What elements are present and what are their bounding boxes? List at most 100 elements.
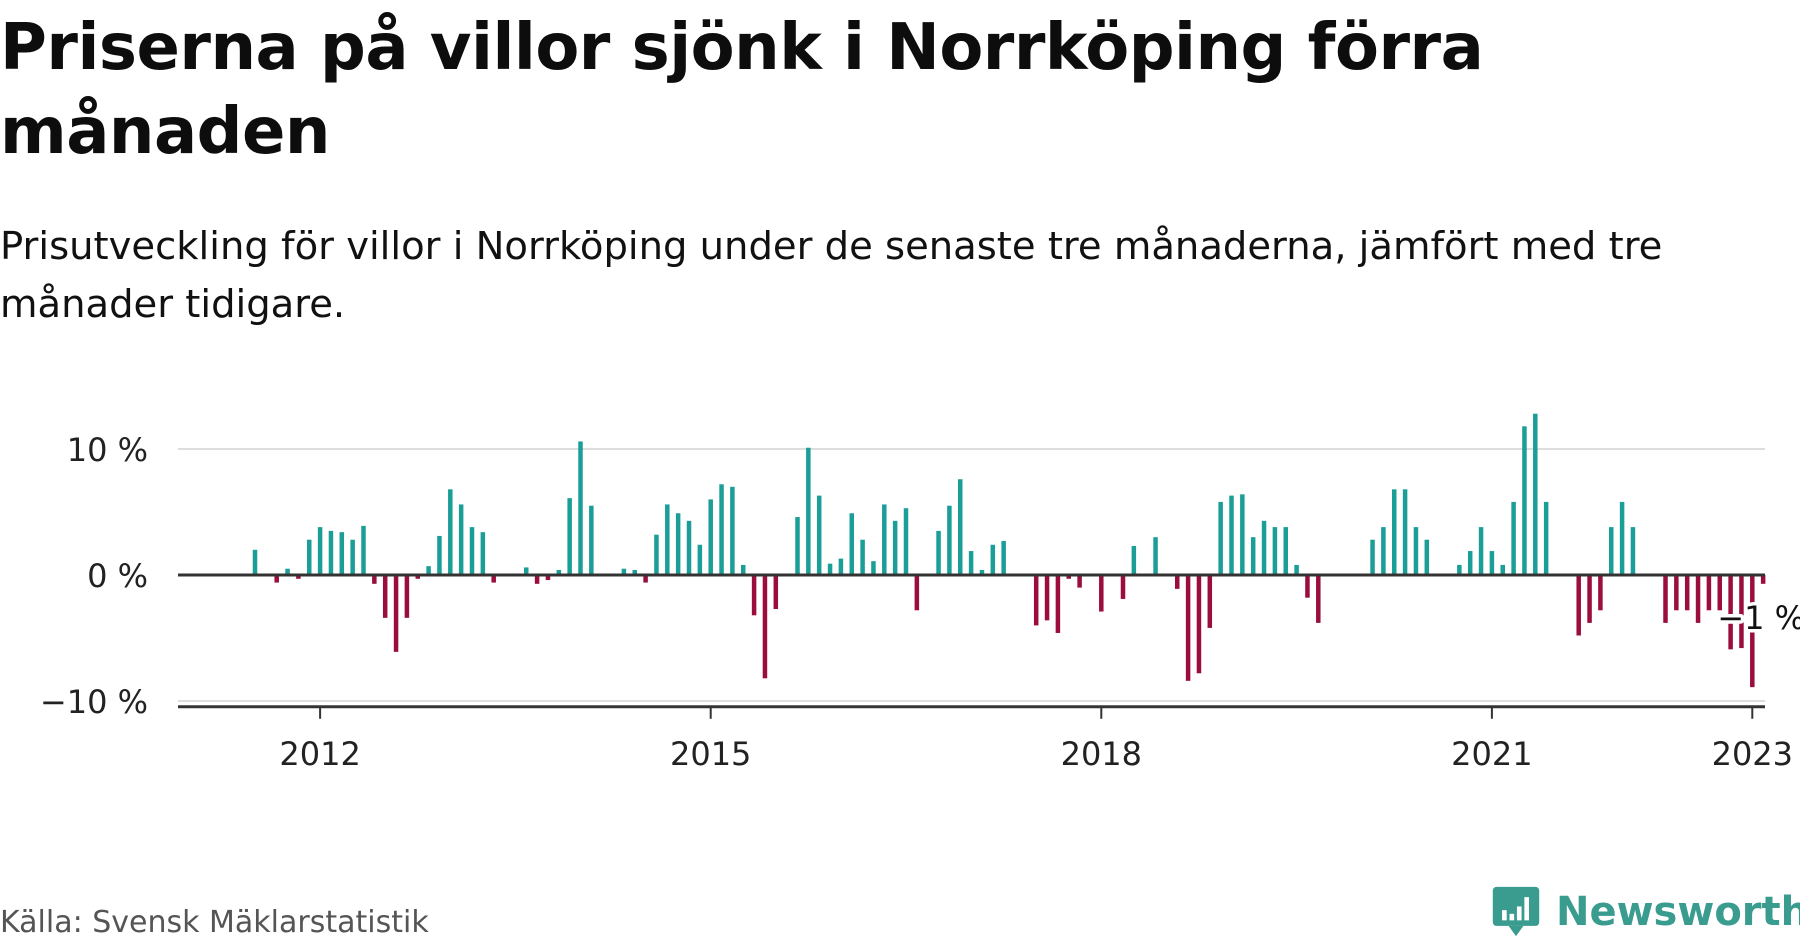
bar-positive bbox=[838, 558, 844, 575]
y-tick-label: 0 % bbox=[87, 557, 148, 595]
bar-positive bbox=[1153, 537, 1158, 575]
bar-positive bbox=[1131, 546, 1137, 575]
bar-negative bbox=[1305, 575, 1310, 598]
bar-positive bbox=[708, 499, 713, 575]
bar-positive bbox=[350, 539, 355, 575]
bar-positive bbox=[1630, 527, 1636, 575]
bar-negative bbox=[914, 575, 920, 611]
bar-positive bbox=[1250, 537, 1256, 575]
bar-negative bbox=[1175, 575, 1180, 589]
bar-negative bbox=[1207, 575, 1213, 628]
bar-positive bbox=[307, 539, 312, 575]
bar-positive bbox=[448, 489, 453, 575]
bar-negative bbox=[1684, 575, 1690, 611]
bar-negative bbox=[1099, 575, 1104, 612]
x-tick-label: 2015 bbox=[670, 735, 751, 773]
bar-positive bbox=[979, 569, 985, 575]
bar-positive bbox=[892, 520, 898, 575]
bar-positive bbox=[730, 486, 735, 575]
bar-negative bbox=[1077, 575, 1082, 588]
bar-positive bbox=[1543, 501, 1549, 575]
bar-positive bbox=[578, 441, 583, 575]
bar-negative bbox=[1196, 575, 1202, 674]
bar-negative bbox=[773, 575, 779, 610]
bar-positive bbox=[1424, 539, 1430, 575]
bar-positive bbox=[860, 539, 865, 575]
bar-positive bbox=[285, 568, 290, 575]
bar-positive bbox=[469, 527, 475, 575]
bar-negative bbox=[1739, 575, 1744, 649]
x-tick-label: 2021 bbox=[1451, 735, 1532, 773]
bar-positive bbox=[795, 517, 800, 575]
bar-positive bbox=[686, 520, 692, 575]
bar-positive bbox=[1229, 495, 1234, 575]
bar-positive bbox=[936, 530, 941, 575]
bar-positive bbox=[1500, 564, 1505, 575]
bar-negative bbox=[751, 575, 757, 616]
bar-positive bbox=[252, 549, 258, 575]
bar-negative bbox=[1728, 575, 1733, 650]
bar-negative bbox=[1663, 575, 1668, 623]
bar-positive bbox=[719, 484, 724, 575]
bar-positive bbox=[675, 513, 681, 575]
bar-negative bbox=[1760, 575, 1766, 584]
bar-negative bbox=[1055, 575, 1061, 633]
bar-positive bbox=[1370, 539, 1375, 575]
x-tick-label: 2018 bbox=[1061, 735, 1142, 773]
bar-positive bbox=[480, 532, 486, 575]
bar-positive bbox=[1478, 527, 1484, 575]
chart-title: Priserna på villor sjönk i Norrköping fö… bbox=[0, 11, 1484, 169]
bar-negative bbox=[1185, 575, 1191, 681]
bar-negative bbox=[296, 575, 301, 579]
bar-positive bbox=[1261, 520, 1267, 575]
bar-positive bbox=[426, 566, 431, 575]
bar-negative bbox=[393, 575, 399, 652]
bar-negative bbox=[1576, 575, 1581, 636]
bar-positive bbox=[1283, 527, 1288, 575]
bar-positive bbox=[958, 479, 963, 575]
bar-positive bbox=[437, 535, 442, 575]
bar-positive bbox=[1609, 527, 1614, 575]
bar-negative bbox=[382, 575, 388, 618]
bar-positive bbox=[1381, 527, 1386, 575]
bar-positive bbox=[1240, 494, 1245, 575]
x-tick-label: 2012 bbox=[279, 735, 360, 773]
bar-positive bbox=[1489, 551, 1495, 575]
bar-positive bbox=[665, 504, 670, 575]
bar-positive bbox=[1294, 564, 1299, 575]
bar-negative bbox=[1695, 575, 1701, 623]
bar-positive bbox=[806, 447, 811, 575]
bar-positive bbox=[1392, 489, 1397, 575]
bar-negative bbox=[534, 575, 540, 584]
bar-positive bbox=[1619, 501, 1625, 575]
bar-negative bbox=[643, 575, 648, 583]
bar-positive bbox=[1218, 501, 1223, 575]
bar-positive bbox=[968, 551, 974, 575]
bar-positive bbox=[1001, 540, 1006, 575]
bar-positive bbox=[339, 532, 345, 575]
bar-negative bbox=[762, 575, 768, 679]
source-note: Källa: Svensk Mäklarstatistik bbox=[0, 905, 429, 940]
bar-positive bbox=[849, 513, 854, 575]
bar-positive bbox=[697, 544, 703, 575]
bar-negative bbox=[1316, 575, 1321, 623]
latest-value-label: −1 % bbox=[1717, 599, 1800, 637]
bar-positive bbox=[1511, 501, 1516, 575]
bar-positive bbox=[632, 569, 637, 575]
bar-positive bbox=[524, 567, 529, 575]
newsworthy-logo: Newsworthy bbox=[1490, 882, 1800, 942]
newsworthy-logo-icon bbox=[1492, 886, 1540, 937]
bar-positive bbox=[816, 495, 822, 575]
bar-positive bbox=[1272, 527, 1278, 575]
bar-negative bbox=[1598, 575, 1603, 611]
bar-negative bbox=[491, 575, 496, 583]
bar-positive bbox=[328, 530, 334, 575]
bar-positive bbox=[458, 504, 464, 575]
bar-positive bbox=[567, 498, 572, 575]
bar-negative bbox=[415, 575, 420, 579]
bar-positive bbox=[1402, 489, 1408, 575]
x-tick-label: 2023 bbox=[1712, 735, 1793, 773]
chart-subtitle: Prisutveckling för villor i Norrköping u… bbox=[0, 224, 1663, 327]
bar-negative bbox=[1587, 575, 1592, 623]
bar-negative bbox=[1066, 575, 1071, 579]
